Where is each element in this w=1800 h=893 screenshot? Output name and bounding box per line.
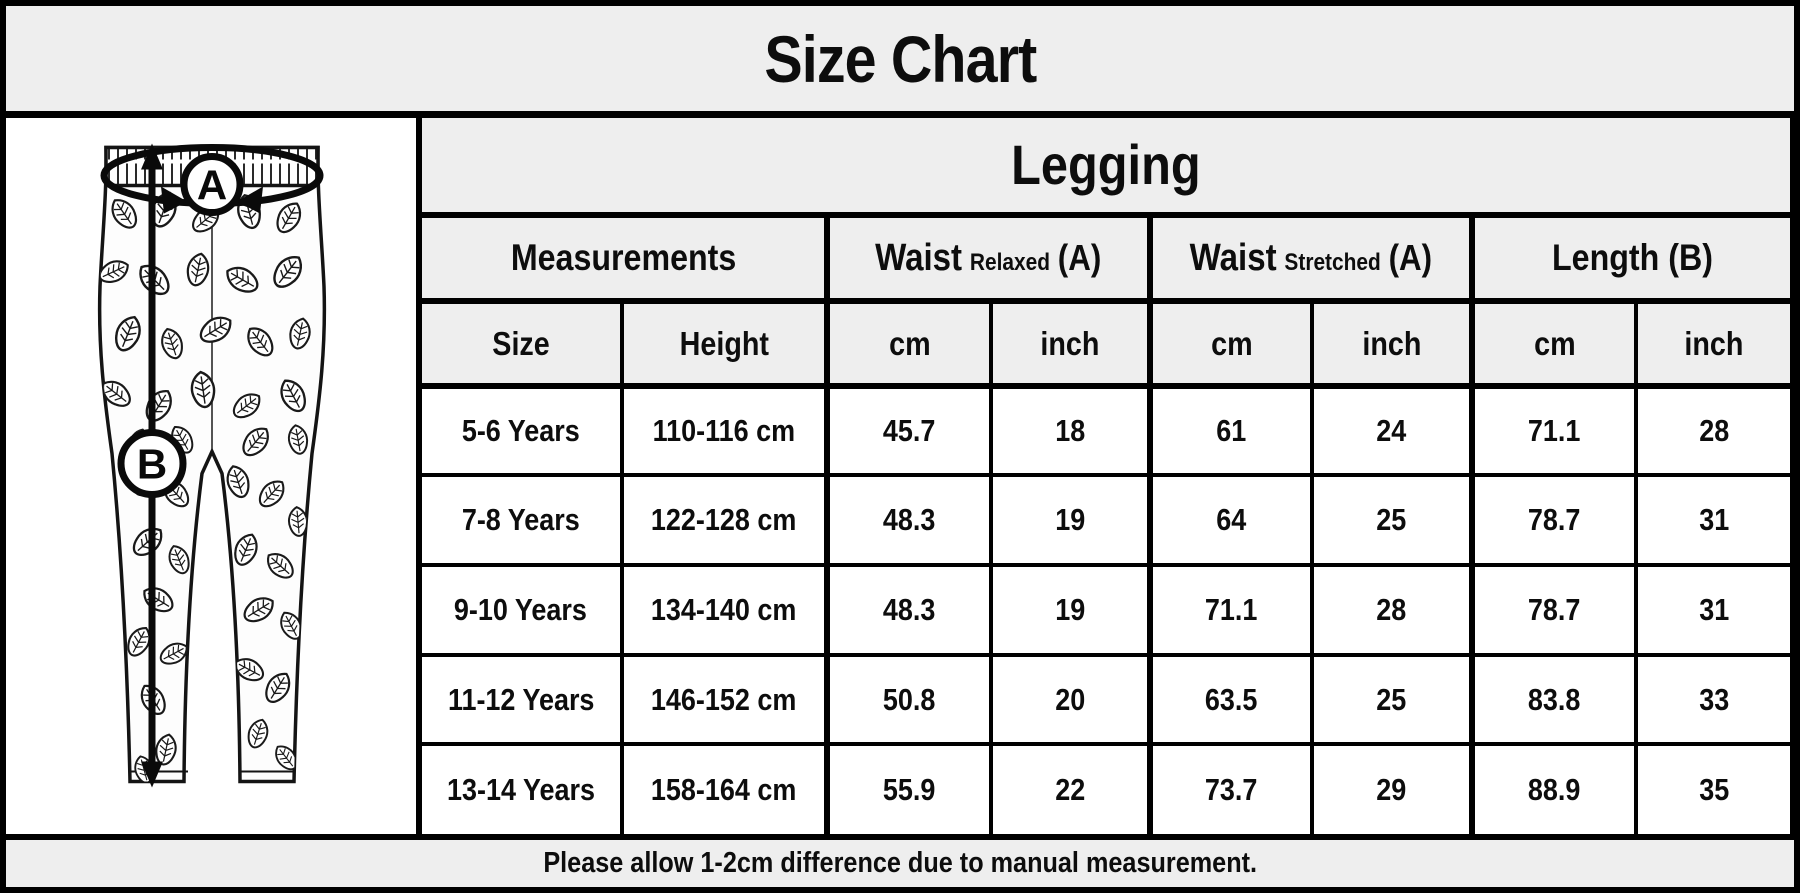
subheader-size: Size [418, 299, 624, 389]
subheader-waist-stretched-cm: cm [1146, 299, 1315, 389]
sub-header-row: Size Height cm inch cm inch cm inch [418, 299, 1794, 389]
value-cell: 45.7 [824, 383, 993, 478]
diagram-panel: A B [6, 118, 418, 834]
label-b-badge: B [117, 429, 187, 498]
group-header-row: Measurements Waist Relaxed (A) [417, 212, 1795, 305]
height-cell: 122-128 cm [619, 473, 830, 568]
value-cell: 28 [1634, 383, 1794, 478]
label-a: A [197, 162, 227, 209]
value-cell: 55.9 [824, 742, 993, 834]
size-cell: 11-12 Years [418, 652, 624, 747]
value-cell: 19 [988, 473, 1152, 568]
value-cell: 78.7 [1468, 563, 1639, 657]
footer-note-bar: Please allow 1-2cm difference due to man… [6, 834, 1794, 887]
label-a-badge: A [180, 153, 244, 216]
group-header-waist-stretched: Waist Stretched (A) [1146, 212, 1474, 305]
table-row-5-6-years: 5-6 Years 110-116 cm 45.7 18 61 24 71.1 … [418, 383, 1794, 478]
product-name-cell: Legging [418, 118, 1794, 218]
subheader-waist-relaxed-inch: inch [988, 299, 1152, 389]
value-cell: 24 [1310, 383, 1474, 478]
page-title: Size Chart [763, 21, 1037, 96]
value-cell: 25 [1310, 473, 1474, 568]
value-cell: 88.9 [1468, 742, 1639, 834]
size-chart-inner: Size Chart [6, 6, 1795, 887]
size-cell: 7-8 Years [418, 473, 624, 568]
subheader-waist-relaxed-cm: cm [824, 299, 993, 389]
main-area: A B [6, 118, 1795, 834]
value-cell: 28 [1310, 563, 1474, 657]
table-row-11-12-years: 11-12 Years 146-152 cm 50.8 20 63.5 25 8… [418, 652, 1794, 747]
value-cell: 61 [1146, 383, 1315, 478]
size-cell: 9-10 Years [418, 563, 624, 657]
value-cell: 22 [988, 742, 1152, 834]
product-header-row: Legging [418, 118, 1794, 218]
value-cell: 48.3 [824, 473, 993, 568]
subheader-height: Height [619, 299, 830, 389]
footer-note: Please allow 1-2cm difference due to man… [543, 847, 1257, 879]
subheader-length-inch: inch [1634, 299, 1794, 389]
size-cell: 13-14 Years [418, 742, 624, 834]
value-cell: 71.1 [1468, 383, 1639, 478]
value-cell: 83.8 [1468, 652, 1639, 747]
value-cell: 33 [1634, 652, 1794, 747]
table-row-13-14-years: 13-14 Years 158-164 cm 55.9 22 73.7 29 8… [418, 742, 1794, 834]
table-wrap: Legging Measurements Waist Relaxed [417, 118, 1795, 834]
legging-outline [97, 145, 327, 784]
value-cell: 19 [988, 563, 1152, 657]
subheader-waist-stretched-inch: inch [1310, 299, 1474, 389]
value-cell: 73.7 [1146, 742, 1315, 834]
value-cell: 71.1 [1146, 563, 1315, 657]
value-cell: 78.7 [1468, 473, 1639, 568]
value-cell: 31 [1634, 563, 1794, 657]
value-cell: 31 [1634, 473, 1794, 568]
subheader-length-cm: cm [1468, 299, 1639, 389]
size-table: Legging Measurements Waist Relaxed [417, 118, 1795, 834]
value-cell: 25 [1310, 652, 1474, 747]
value-cell: 48.3 [824, 563, 993, 657]
value-cell: 50.8 [824, 652, 993, 747]
value-cell: 29 [1310, 742, 1474, 834]
height-cell: 134-140 cm [619, 563, 830, 657]
group-header-length: Length (B) [1468, 212, 1795, 305]
table-row-7-8-years: 7-8 Years 122-128 cm 48.3 19 64 25 78.7 … [418, 473, 1794, 568]
value-cell: 20 [988, 652, 1152, 747]
value-cell: 18 [988, 383, 1152, 478]
height-cell: 146-152 cm [619, 652, 830, 747]
size-cell: 5-6 Years [418, 383, 624, 478]
value-cell: 64 [1146, 473, 1315, 568]
title-bar: Size Chart [6, 6, 1794, 118]
group-header-measurements: Measurements [417, 212, 830, 305]
height-cell: 110-116 cm [619, 383, 830, 478]
value-cell: 63.5 [1146, 652, 1315, 747]
height-cell: 158-164 cm [619, 742, 830, 834]
table-row-9-10-years: 9-10 Years 134-140 cm 48.3 19 71.1 28 78… [418, 563, 1794, 657]
product-name: Legging [1011, 133, 1201, 197]
group-header-waist-relaxed: Waist Relaxed (A) [824, 212, 1152, 305]
legging-diagram: A B [97, 143, 327, 788]
value-cell: 35 [1634, 742, 1794, 834]
label-b: B [137, 441, 167, 488]
